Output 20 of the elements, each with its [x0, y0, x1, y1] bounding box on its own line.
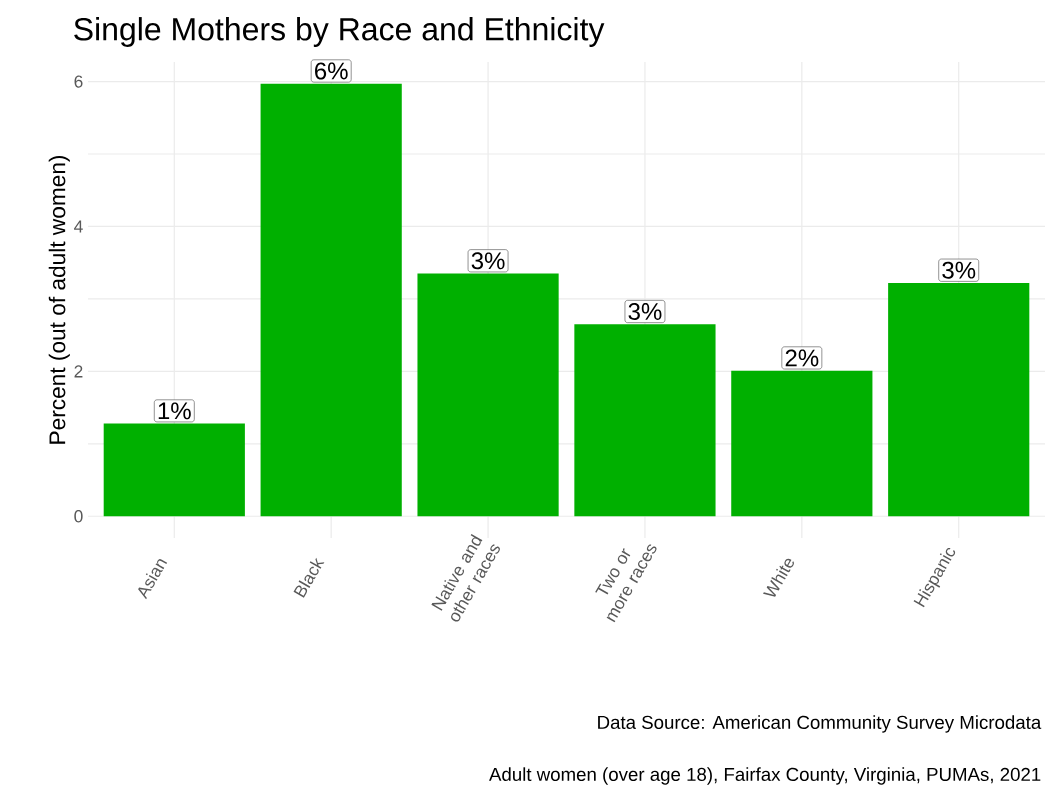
y-axis-title: Percent (out of adult women) — [48, 155, 70, 444]
bar — [574, 324, 716, 517]
bar — [417, 273, 559, 517]
data-label: 3% — [942, 261, 976, 279]
data-label: 6% — [315, 62, 348, 80]
y-tick-label: 6 — [74, 75, 83, 88]
bar — [103, 423, 245, 517]
text: Adult women (over age 18), Fairfax County, Virginia, PUMAs, 2021 — [489, 767, 1041, 785]
bar — [731, 370, 873, 517]
data-label: 3% — [471, 252, 505, 270]
bar — [888, 282, 1030, 517]
data-label: 1% — [158, 402, 191, 420]
data-label: 3% — [628, 303, 662, 320]
data-label: 2% — [785, 349, 819, 367]
y-tick-label: 2 — [74, 365, 83, 378]
chart-title: Single Mothers by Race and Ethnicity — [74, 17, 605, 47]
bar — [260, 83, 402, 517]
y-tick-label: 0 — [74, 510, 83, 523]
y-tick-label: 4 — [74, 220, 83, 233]
source-note: Data Source: American Community Survey Microdata — [598, 715, 1042, 733]
